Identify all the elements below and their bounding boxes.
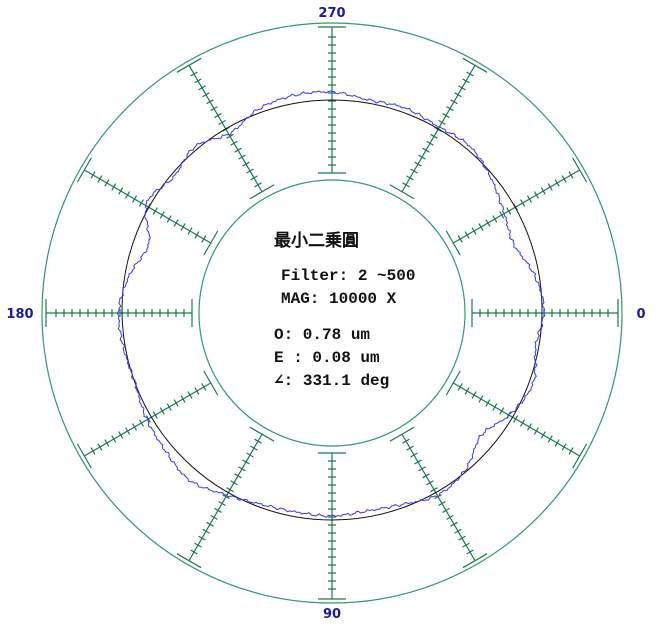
polar-grid — [41, 22, 623, 604]
spoke-30 — [445, 370, 588, 469]
angle-label-270: 270 — [318, 6, 345, 21]
angle-label-0: 0 — [636, 307, 645, 322]
spoke-ticks — [76, 157, 219, 256]
spoke-0 — [471, 299, 619, 327]
spoke-60 — [389, 426, 488, 569]
spoke-ticks — [45, 299, 193, 327]
angle-label-180: 180 — [6, 307, 33, 322]
eccentricity-value: E : 0.08 um — [274, 349, 380, 367]
spoke-ticks — [176, 426, 275, 569]
spoke-ticks — [389, 426, 488, 569]
filter-text: Filter: 2 ~500 — [281, 267, 415, 285]
spoke-ticks — [445, 370, 588, 469]
spoke-120 — [176, 426, 275, 569]
magnification-text: MAG: 10000 X — [281, 290, 397, 308]
roundness-profile-trace — [116, 90, 546, 518]
angle-value: ∠: 331.1 deg — [274, 372, 389, 390]
spoke-210 — [76, 157, 219, 256]
spoke-ticks — [445, 157, 588, 256]
inner-circle — [198, 179, 466, 447]
spoke-330 — [445, 157, 588, 256]
method-title: 最小二乗圓 — [274, 231, 359, 251]
angle-label-90: 90 — [323, 607, 341, 622]
spoke-90 — [318, 452, 346, 600]
roundness-value: O: 0.78 um — [274, 326, 370, 344]
spoke-ticks — [471, 299, 619, 327]
spoke-180 — [45, 299, 193, 327]
outer-circle — [41, 22, 623, 604]
spoke-ticks — [318, 452, 346, 600]
least-squares-circle — [121, 99, 543, 521]
